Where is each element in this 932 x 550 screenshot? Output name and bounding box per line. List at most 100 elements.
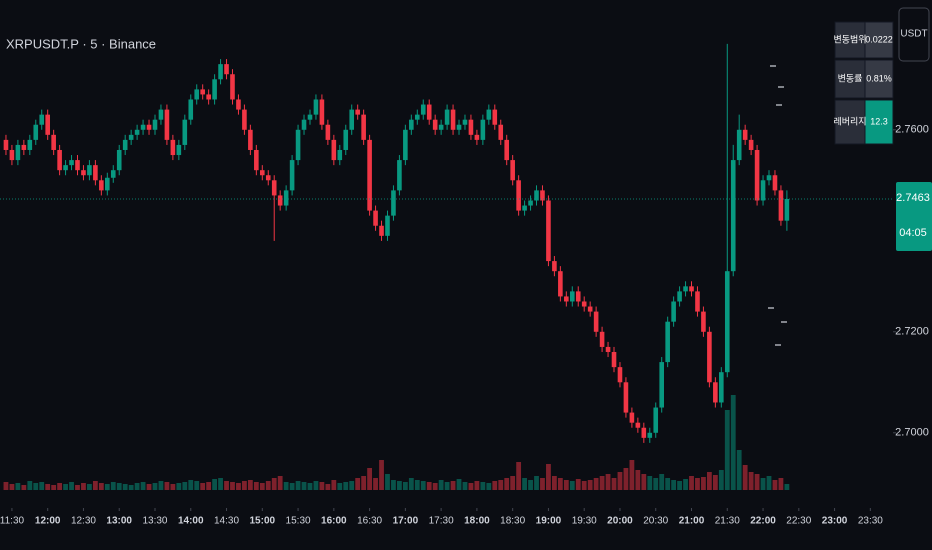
candle-body	[450, 109, 456, 130]
volume-bar	[742, 465, 748, 490]
volume-bar	[182, 482, 188, 490]
candle-body	[307, 114, 313, 120]
table-label-cell	[834, 59, 866, 99]
currency-button[interactable]	[898, 7, 930, 62]
candle-body	[552, 261, 557, 272]
volume-bar	[766, 476, 772, 490]
y-tick-label: 2.7600	[895, 124, 929, 136]
candle-body	[206, 94, 211, 100]
candle-body	[242, 109, 247, 130]
volume-bar	[289, 483, 295, 490]
candle-body	[742, 129, 748, 140]
volume-bar	[283, 482, 289, 490]
candle-body	[498, 124, 504, 140]
candle-body	[599, 331, 605, 347]
volume-bar	[230, 482, 235, 490]
volume-bar	[146, 484, 152, 490]
x-tick-label: 21:00	[679, 516, 705, 527]
candle-body	[301, 119, 307, 130]
volume-bar	[504, 478, 510, 490]
price-tag-value: 2.7463	[896, 192, 930, 204]
candle-body	[623, 382, 629, 413]
volume-bar	[164, 482, 170, 490]
volume-bar	[69, 482, 74, 490]
candle-body	[391, 190, 396, 216]
candle-body	[701, 311, 706, 332]
candle-body	[414, 114, 420, 120]
candle-body	[283, 190, 289, 206]
candle-body	[63, 165, 68, 171]
volume-bar	[92, 481, 98, 490]
candle-body	[420, 104, 426, 115]
volume-bar	[629, 460, 635, 490]
candle-body	[456, 124, 462, 130]
candle-body	[367, 139, 372, 211]
table-value-cell	[864, 59, 894, 99]
volume-bar	[301, 482, 307, 490]
candle-body	[146, 124, 152, 130]
candle-body	[87, 165, 92, 176]
volume-bar	[772, 480, 778, 490]
candle-body	[289, 160, 295, 191]
candle-body	[665, 321, 670, 363]
volume-bar	[271, 478, 277, 490]
candle-body	[587, 306, 593, 312]
volume-bar	[313, 481, 319, 490]
volume-bar	[462, 482, 468, 490]
x-tick-label: 16:00	[321, 516, 347, 527]
candle-body	[134, 129, 140, 135]
volume-bar	[104, 484, 110, 490]
candle-body	[683, 286, 688, 292]
volume-bar	[75, 485, 80, 490]
candle-body	[319, 99, 325, 125]
volume-bar	[611, 478, 617, 490]
volume-bar	[748, 472, 754, 490]
candle-body	[480, 119, 486, 140]
volume-bar	[677, 481, 682, 490]
volume-bar	[665, 478, 671, 490]
candle-body	[724, 271, 730, 373]
candle-body	[9, 149, 15, 161]
candle-body	[343, 129, 349, 150]
candle-body	[605, 346, 611, 352]
candle-body	[170, 139, 176, 156]
volume-bar	[81, 483, 86, 490]
candle-body	[277, 195, 283, 206]
candle-body	[534, 190, 539, 201]
candle-body	[719, 372, 724, 403]
candle-body	[546, 200, 551, 262]
candle-body	[69, 160, 74, 166]
candle-body	[432, 119, 438, 130]
x-tick-label: 20:00	[607, 516, 633, 527]
candle-body	[259, 170, 265, 176]
candle-body	[713, 382, 718, 403]
volume-bar	[194, 481, 200, 490]
candle-body	[784, 198, 790, 221]
candle-body	[122, 139, 128, 150]
volume-bar	[206, 482, 212, 490]
candle-body	[736, 129, 742, 161]
markers	[768, 65, 787, 346]
candle-body	[331, 139, 337, 161]
volume-bar	[635, 470, 641, 490]
volume-bar	[653, 478, 659, 490]
x-tick-label: 14:00	[178, 516, 204, 527]
candle-body	[492, 109, 498, 125]
candle-body	[540, 190, 545, 201]
candle-body	[218, 64, 223, 80]
candle-body	[230, 74, 235, 100]
candle-body	[45, 114, 50, 135]
candle-body	[510, 160, 515, 181]
volume-bar	[402, 482, 408, 490]
candle-body	[21, 144, 27, 150]
volume-bar	[718, 470, 724, 490]
volume-bar	[623, 468, 629, 490]
candle-body	[426, 104, 432, 120]
candle-body	[516, 180, 521, 211]
table-value: 12.3	[870, 116, 888, 126]
volume-bar	[51, 485, 57, 490]
volume-bar	[87, 484, 92, 490]
candle-body	[617, 367, 623, 383]
volume-bar	[188, 480, 194, 490]
